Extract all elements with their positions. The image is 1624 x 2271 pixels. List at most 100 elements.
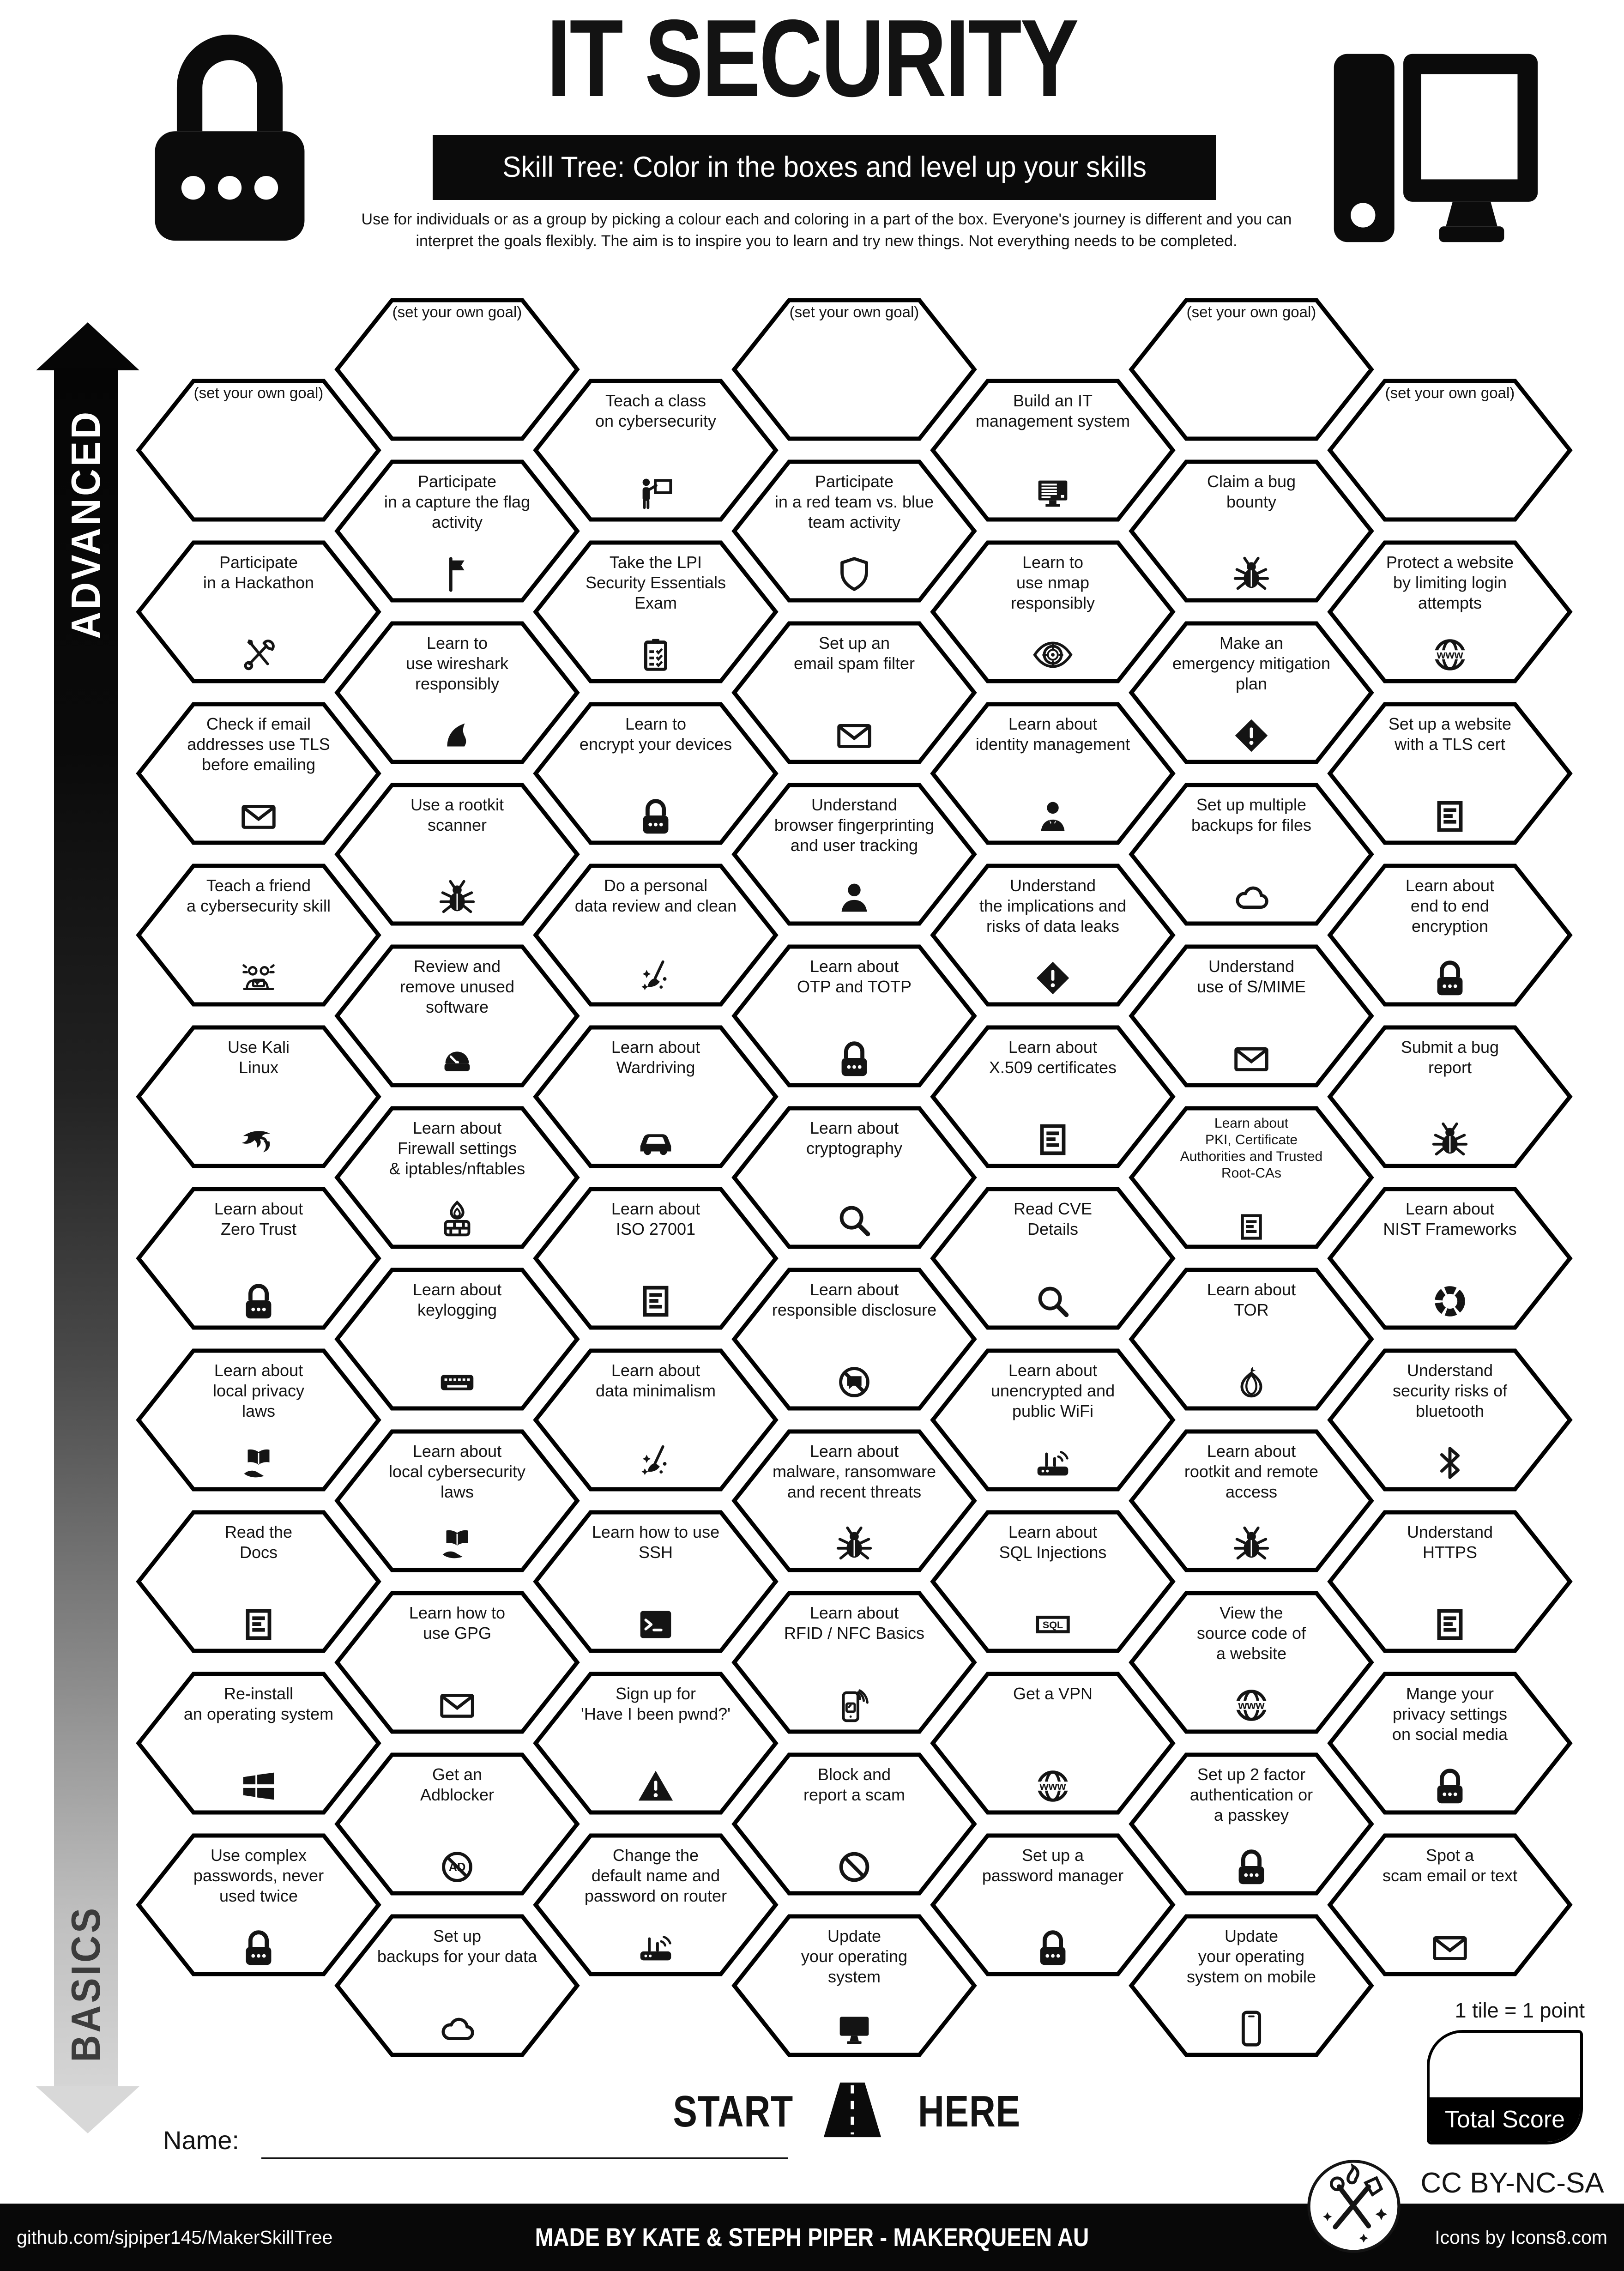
skill-tile[interactable]: Participate in a capture the flag activity <box>334 459 580 603</box>
description: Use for individuals or as a group by pic… <box>361 211 1292 250</box>
skill-tile[interactable]: Spot a scam email or text <box>1327 1833 1573 1976</box>
skill-tile[interactable]: Learn about ISO 27001 <box>533 1187 779 1330</box>
road-icon <box>801 2077 904 2143</box>
skill-tile[interactable]: Mange your privacy settings on social medi… <box>1327 1672 1573 1815</box>
skill-tile[interactable]: Set up a website with a TLS cert <box>1327 702 1573 845</box>
skill-tile[interactable]: Learn about X.509 certificates <box>930 1025 1176 1168</box>
skill-tile[interactable]: Learn to encrypt your devices <box>533 702 779 845</box>
skill-tile[interactable]: Learn about local cybersecurity laws <box>334 1429 580 1572</box>
skill-tile[interactable]: Participate in a red team vs. blue team ac… <box>731 459 977 603</box>
skill-tile[interactable]: Learn to use wireshark responsibly <box>334 621 580 764</box>
goal-tile[interactable]: (set your own goal) <box>136 379 381 522</box>
footer-repo-link[interactable]: github.com/sjpiper145/MakerSkillTree <box>17 2227 333 2248</box>
skill-tile[interactable]: Teach a friend a cybersecurity skill <box>136 864 381 1007</box>
skill-tile[interactable]: Learn about keylogging <box>334 1268 580 1411</box>
skill-tile[interactable]: Do a personal data review and clean <box>533 864 779 1007</box>
skill-tile[interactable]: Learn about malware, ransomware and recent… <box>731 1429 977 1572</box>
skill-tile[interactable]: Learn about rootkit and remote access <box>1129 1429 1374 1572</box>
hexagon-shape <box>136 864 381 1007</box>
skill-tile[interactable]: Learn about TOR <box>1129 1268 1374 1411</box>
skill-tile[interactable]: Update your operating system on mobile <box>1129 1914 1374 2057</box>
skill-tile[interactable]: Learn about RFID / NFC Basics <box>731 1591 977 1734</box>
hexagon-shape <box>1327 1025 1573 1168</box>
skill-tile[interactable]: Get a VPN <box>930 1672 1176 1815</box>
skill-tile[interactable]: Learn how to use SSH <box>533 1510 779 1653</box>
skill-tile[interactable]: Learn about responsible disclosure <box>731 1268 977 1411</box>
firewall-icon <box>435 1199 479 1242</box>
skill-tile[interactable]: Review and remove unused software <box>334 944 580 1087</box>
skill-tile[interactable]: Use complex passwords, never used twice <box>136 1833 381 1976</box>
envelope-icon <box>1230 1037 1273 1081</box>
skill-tile[interactable]: Learn how to use GPG <box>334 1591 580 1734</box>
skill-tile[interactable]: Learn about PKI, Certificate Authorities a… <box>1129 1106 1374 1249</box>
skill-tile[interactable]: Submit a bug report <box>1327 1025 1573 1168</box>
goal-tile[interactable]: (set your own goal) <box>1129 298 1374 441</box>
skill-tile[interactable]: Understand the implications and risks of d… <box>930 864 1176 1007</box>
skill-tile[interactable]: Use Kali Linux <box>136 1025 381 1168</box>
skill-tile[interactable]: Learn about NIST Frameworks <box>1327 1187 1573 1330</box>
skill-tile[interactable]: Protect a website by limiting login attemp… <box>1327 540 1573 683</box>
skill-tile[interactable]: Set up a password manager <box>930 1833 1176 1976</box>
skill-tile[interactable]: Set up multiple backups for files <box>1129 783 1374 926</box>
skill-tile[interactable]: Build an IT management system <box>930 379 1176 522</box>
tile-label: Update your operating system on mobile <box>1186 1927 1316 1986</box>
skill-tile[interactable]: Learn about cryptography <box>731 1106 977 1249</box>
skill-tile[interactable]: Block and report a scam <box>731 1752 977 1896</box>
skill-tile[interactable]: Participate in a Hackathon <box>136 540 381 683</box>
skill-tile[interactable]: Understand use of S/MIME <box>1129 944 1374 1087</box>
sql-icon <box>1031 1603 1075 1646</box>
skill-tile[interactable]: Sign up for 'Have I been pwnd?' <box>533 1672 779 1815</box>
skill-tile[interactable]: Understand browser fingerprinting and user… <box>731 783 977 926</box>
skill-tile[interactable]: Read CVE Details <box>930 1187 1176 1330</box>
goal-tile[interactable]: (set your own goal) <box>334 298 580 441</box>
name-input-line[interactable] <box>261 2157 788 2159</box>
skill-tile[interactable]: Learn about identity management <box>930 702 1176 845</box>
skill-tile[interactable]: Set up backups for your data <box>334 1914 580 2057</box>
here-label: HERE <box>918 2087 1020 2136</box>
hexagon-shape <box>731 621 977 764</box>
hexagon-shape <box>533 1025 779 1168</box>
hexagon-shape <box>334 1429 580 1572</box>
envelope-icon <box>237 795 280 838</box>
skill-tile[interactable]: Learn to use nmap responsibly <box>930 540 1176 683</box>
skill-tile[interactable]: Learn about data minimalism <box>533 1348 779 1492</box>
hexagon-shape <box>930 1672 1176 1815</box>
skill-tile[interactable]: Take the LPI Security Essentials Exam <box>533 540 779 683</box>
skill-tile[interactable]: Change the default name and password on ro… <box>533 1833 779 1976</box>
padlock-icon <box>237 1926 280 1969</box>
skill-tile[interactable]: Read the Docs <box>136 1510 381 1653</box>
skill-tile[interactable]: Learn about unencrypted and public WiFi <box>930 1348 1176 1492</box>
goal-tile[interactable]: (set your own goal) <box>731 298 977 441</box>
skill-tile[interactable]: Learn about Firewall settings & iptables/n… <box>334 1106 580 1249</box>
skill-tile[interactable]: Learn about SQL Injections <box>930 1510 1176 1653</box>
goal-tile[interactable]: (set your own goal) <box>1327 379 1573 522</box>
footer-icons-credit[interactable]: Icons by Icons8.com <box>1435 2227 1607 2248</box>
tile-label: Protect a website by limiting login attemp… <box>1386 553 1514 612</box>
hexagon-shape <box>731 1752 977 1896</box>
total-score-box[interactable]: Total Score <box>1427 2030 1583 2144</box>
skill-tile[interactable]: Learn about local privacy laws <box>136 1348 381 1492</box>
skill-tile[interactable]: Understand security risks of bluetooth <box>1327 1348 1573 1492</box>
skill-tile[interactable]: Learn about Wardriving <box>533 1025 779 1168</box>
skill-tile[interactable]: Learn about end to end encryption <box>1327 864 1573 1007</box>
skill-tile[interactable]: Learn about Zero Trust <box>136 1187 381 1330</box>
skill-tile[interactable]: Set up 2 factor authentication or a passke… <box>1129 1752 1374 1896</box>
skill-tile[interactable]: Update your operating system <box>731 1914 977 2057</box>
skill-tile[interactable]: Re-install an operating system <box>136 1672 381 1815</box>
ad-blocker-icon <box>435 1845 479 1889</box>
skill-tile[interactable]: Set up an email spam filter <box>731 621 977 764</box>
hexagon-shape <box>334 1268 580 1411</box>
skill-tile[interactable]: Claim a bug bounty <box>1129 459 1374 603</box>
skill-tile[interactable]: Learn about OTP and TOTP <box>731 944 977 1087</box>
skill-tile[interactable]: Teach a class on cybersecurity <box>533 379 779 522</box>
skill-tile[interactable]: Check if email addresses use TLS before em… <box>136 702 381 845</box>
total-score-label: Total Score <box>1430 2097 1580 2142</box>
skill-tile[interactable]: Use a rootkit scanner <box>334 783 580 926</box>
globe-www-icon <box>1230 1684 1273 1727</box>
skill-tile[interactable]: View the source code of a website <box>1129 1591 1374 1734</box>
score-note: 1 tile = 1 point <box>1455 1999 1585 2022</box>
skill-tile[interactable]: Understand HTTPS <box>1327 1510 1573 1653</box>
skill-tile[interactable]: Make an emergency mitigation plan <box>1129 621 1374 764</box>
skill-tile[interactable]: Get an Adblocker <box>334 1752 580 1896</box>
certificate-doc-icon <box>1428 795 1472 838</box>
